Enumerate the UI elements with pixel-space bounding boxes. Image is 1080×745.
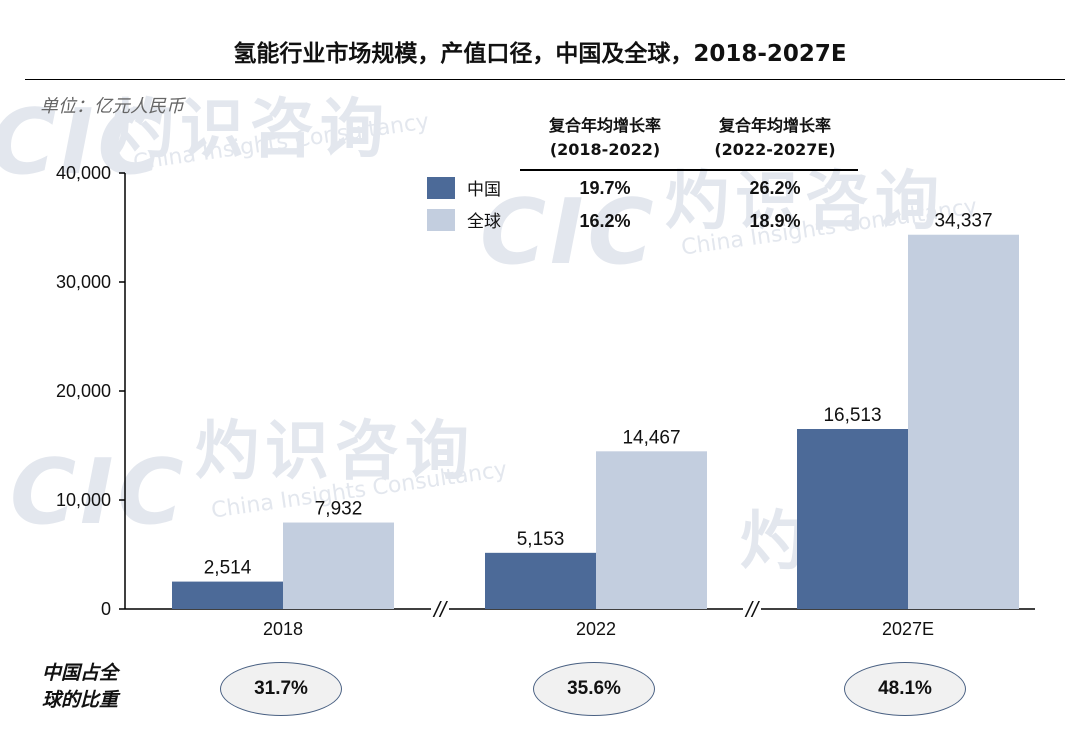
- y-tick-label: 40,000: [56, 163, 111, 183]
- cagr-header: 复合年均增长率 (2018-2022): [525, 114, 685, 162]
- cagr-header-line1: 复合年均增长率: [718, 116, 831, 135]
- axis-break-marker: //: [432, 597, 448, 622]
- cagr-header-period: (2022-2027E): [714, 140, 836, 159]
- data-label: 7,932: [315, 499, 363, 520]
- data-label: 14,467: [622, 427, 680, 448]
- title-divider: [25, 79, 1065, 80]
- x-tick-label: 2022: [576, 619, 616, 639]
- china-share-label: 中国占全 球的比重: [42, 660, 118, 714]
- cagr-header: 复合年均增长率 (2022-2027E): [695, 114, 855, 162]
- legend-swatch-global: [427, 208, 455, 231]
- x-tick-label: 2027E: [882, 619, 934, 639]
- y-tick-label: 20,000: [56, 381, 111, 401]
- bar-china-2018: [172, 581, 283, 609]
- cagr-china-2022-2027: 26.2%: [749, 178, 801, 198]
- legend-swatch-china: [427, 176, 455, 199]
- data-label: 2,514: [204, 558, 252, 579]
- bar-china-2027E: [797, 429, 908, 609]
- legend-label: 中国: [467, 180, 501, 200]
- bar-global-2022: [596, 451, 707, 609]
- china-share-2027E: 48.1%: [844, 662, 966, 716]
- cagr-header-period: (2018-2022): [549, 140, 661, 159]
- unit-label: 单位：亿元人民币: [40, 96, 184, 117]
- china-share-2022: 35.6%: [533, 662, 655, 716]
- china-share-2018: 31.7%: [220, 662, 342, 716]
- bar-china-2022: [485, 552, 596, 609]
- legend-item-china: 中国: [427, 175, 501, 200]
- cagr-global-2022-2027: 18.9%: [749, 211, 801, 231]
- chart-title: 氢能行业市场规模，产值口径，中国及全球，2018-2027E: [233, 41, 847, 67]
- y-tick-label: 0: [101, 599, 111, 619]
- cagr-china-2018-2022: 19.7%: [579, 178, 631, 198]
- legend-label: 全球: [467, 212, 501, 232]
- axis-break-marker: //: [744, 597, 760, 622]
- bar-global-2018: [283, 522, 394, 609]
- y-tick-label: 10,000: [56, 490, 111, 510]
- data-label: 5,153: [517, 529, 565, 550]
- bar-global-2027E: [908, 234, 1019, 610]
- data-label: 16,513: [823, 405, 881, 426]
- cagr-global-2018-2022: 16.2%: [579, 211, 631, 231]
- cagr-header-line1: 复合年均增长率: [548, 116, 661, 135]
- china-share-label-line1: 中国占全: [42, 662, 119, 684]
- y-tick-label: 30,000: [56, 272, 111, 292]
- legend-item-global: 全球: [427, 207, 501, 232]
- x-tick-label: 2018: [263, 619, 303, 639]
- cagr-divider: [520, 169, 858, 171]
- data-label: 34,337: [934, 211, 992, 232]
- china-share-label-line2: 球的比重: [42, 689, 119, 711]
